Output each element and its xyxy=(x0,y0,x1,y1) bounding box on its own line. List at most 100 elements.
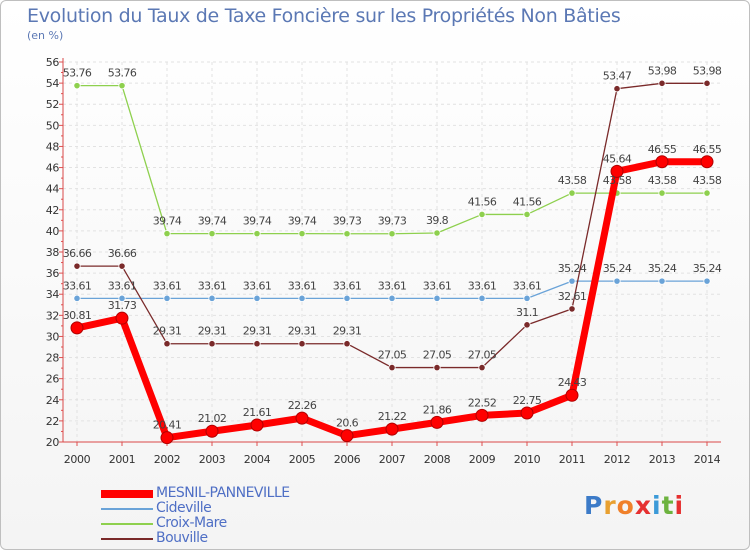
data-point xyxy=(700,155,714,169)
y-tick-label: 46 xyxy=(46,162,60,175)
data-point xyxy=(388,294,396,302)
data-point xyxy=(568,277,576,285)
data-label: 39.74 xyxy=(153,215,182,228)
data-label: 43.58 xyxy=(693,174,722,187)
data-label: 39.73 xyxy=(378,215,407,228)
proxiti-logo[interactable]: Proxiti xyxy=(584,491,684,520)
data-label: 43.58 xyxy=(558,174,587,187)
data-point xyxy=(433,363,441,372)
data-point xyxy=(385,422,399,436)
data-label: 30.81 xyxy=(63,309,92,322)
data-label: 21.86 xyxy=(423,403,452,416)
data-point xyxy=(253,230,261,238)
data-point xyxy=(658,189,666,197)
logo-letter: i xyxy=(652,491,662,520)
data-label: 45.64 xyxy=(603,152,632,165)
data-label: 27.05 xyxy=(468,349,497,362)
data-point xyxy=(253,340,261,348)
data-label: 22.26 xyxy=(288,399,317,412)
x-tick-label: 2012 xyxy=(604,453,630,466)
data-label: 33.61 xyxy=(153,279,182,292)
x-tick-label: 2005 xyxy=(289,453,316,466)
data-label: 39.73 xyxy=(333,215,362,228)
y-tick-label: 32 xyxy=(46,309,59,322)
data-point xyxy=(73,262,81,270)
y-tick-label: 26 xyxy=(46,373,60,386)
logo-letter: t xyxy=(661,491,675,520)
data-point xyxy=(568,189,576,197)
data-label: 29.31 xyxy=(288,325,317,338)
x-tick-label: 2002 xyxy=(154,453,180,466)
data-label: 35.24 xyxy=(648,262,677,275)
y-tick-label: 50 xyxy=(46,119,60,132)
y-tick-label: 22 xyxy=(46,415,59,428)
data-point xyxy=(208,230,216,238)
series-croix-mare xyxy=(73,82,711,238)
data-label: 53.98 xyxy=(648,64,677,77)
x-tick-label: 2010 xyxy=(514,453,541,466)
data-label: 53.76 xyxy=(108,67,137,80)
y-tick-label: 24 xyxy=(46,394,60,407)
y-tick-label: 28 xyxy=(46,352,60,365)
data-point xyxy=(388,363,396,372)
data-point xyxy=(340,429,354,443)
data-label: 27.05 xyxy=(423,349,452,362)
data-point xyxy=(250,418,264,432)
data-label: 33.61 xyxy=(378,279,407,292)
data-label: 21.02 xyxy=(198,412,227,425)
y-tick-label: 30 xyxy=(46,330,60,343)
data-label: 39.74 xyxy=(288,215,317,228)
data-label: 20.41 xyxy=(153,419,182,432)
data-point xyxy=(388,230,396,238)
data-label: 35.24 xyxy=(603,262,632,275)
x-tick-label: 2000 xyxy=(64,453,91,466)
data-point xyxy=(298,230,306,238)
data-point xyxy=(295,411,309,425)
data-label: 35.24 xyxy=(693,262,722,275)
data-point xyxy=(160,431,174,445)
data-point xyxy=(118,82,126,90)
data-point xyxy=(565,388,579,402)
data-label: 22.75 xyxy=(513,394,542,407)
series-cideville xyxy=(73,277,711,302)
data-point xyxy=(115,311,129,325)
data-label: 46.55 xyxy=(693,143,722,156)
data-point xyxy=(655,155,669,169)
x-tick-label: 2001 xyxy=(109,453,135,466)
data-point xyxy=(343,230,351,238)
data-label: 43.58 xyxy=(603,174,632,187)
logo-letter: P xyxy=(584,491,604,520)
data-label: 39.74 xyxy=(198,215,227,228)
data-label: 20.6 xyxy=(336,417,359,430)
data-label: 53.76 xyxy=(63,67,92,80)
data-point xyxy=(343,294,351,302)
legend-label: MESNIL-PANNEVILLE xyxy=(156,485,290,501)
data-label: 33.61 xyxy=(63,279,92,292)
data-point xyxy=(703,189,711,197)
data-label: 43.58 xyxy=(648,174,677,187)
data-label: 35.24 xyxy=(558,262,587,275)
data-label: 31.1 xyxy=(516,306,538,319)
data-label: 33.61 xyxy=(423,279,452,292)
x-tick-label: 2006 xyxy=(334,453,361,466)
logo-letter: x xyxy=(634,491,652,520)
legend-label: Bouville xyxy=(156,530,208,546)
data-point xyxy=(523,321,531,329)
series-mesnil-panneville xyxy=(70,155,714,445)
data-label: 53.98 xyxy=(693,64,722,77)
data-label: 33.61 xyxy=(243,279,272,292)
data-point xyxy=(658,277,666,285)
y-tick-label: 54 xyxy=(46,77,60,90)
data-label: 33.61 xyxy=(468,279,497,292)
data-point xyxy=(475,408,489,422)
data-point xyxy=(208,340,216,348)
data-label: 41.56 xyxy=(513,195,542,208)
data-point xyxy=(163,294,171,302)
data-point xyxy=(73,82,81,90)
data-point xyxy=(343,340,351,348)
legend-swatch xyxy=(101,508,153,510)
logo-letter: i xyxy=(674,491,685,520)
data-point xyxy=(118,294,126,302)
y-tick-label: 20 xyxy=(46,436,60,449)
